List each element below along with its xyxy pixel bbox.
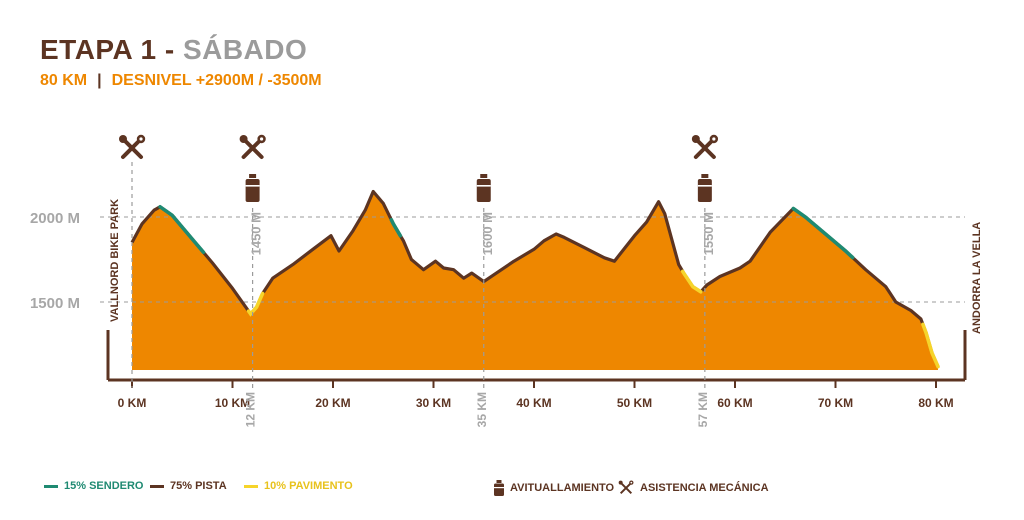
- x-tick-label: 30 KM: [416, 396, 451, 410]
- marker-km-label: 57 KM: [696, 392, 710, 427]
- title-stage: ETAPA 1 -: [40, 34, 183, 65]
- tools-icon-wrench: [121, 137, 143, 159]
- tools-icon: [239, 134, 266, 159]
- pavimento-segment: [921, 322, 940, 369]
- tools-icon-head: [239, 135, 248, 143]
- marker-km-label: 12 KM: [244, 392, 258, 427]
- legend-pavimento: 10% PAVIMENTO: [244, 480, 353, 492]
- title-day: SÁBADO: [182, 34, 308, 65]
- bottle-cap: [480, 174, 488, 178]
- tools-icon-hole: [712, 137, 716, 141]
- bottle-icon: [476, 174, 491, 202]
- x-tick-label: 70 KM: [818, 396, 853, 410]
- bottle-icon: [245, 174, 260, 202]
- y-tick-label: 1500 M: [30, 295, 80, 312]
- tools-icon: [691, 134, 719, 159]
- bottle-body: [476, 179, 491, 202]
- sendero-segment: [791, 206, 855, 260]
- tools-icon: [119, 134, 146, 159]
- tools-icon-head: [691, 135, 700, 143]
- bottle-cap: [701, 174, 709, 178]
- page-title: ETAPA 1 - SÁBADO: [40, 34, 307, 66]
- tools-icon-hole: [260, 137, 264, 141]
- stage-subtitle: 80 KM | DESNIVEL +2900M / -3500M: [40, 72, 322, 90]
- legend-sendero-label: 15% SENDERO: [64, 480, 144, 492]
- sendero-swatch: [44, 484, 58, 488]
- pavimento-swatch: [244, 484, 258, 488]
- bottle-cap: [249, 174, 257, 178]
- pavimento-segment: [680, 269, 703, 294]
- marker-elevation-label: 1450 M: [249, 212, 264, 255]
- tools-icon-hole: [139, 137, 143, 141]
- bottle-band: [697, 185, 712, 187]
- legend-sendero: 15% SENDERO: [44, 480, 143, 492]
- subtitle-separator: |: [97, 72, 102, 89]
- end-location-label: ANDORRA LA VELLA: [971, 222, 983, 334]
- tools-icon-wrench: [693, 137, 716, 159]
- elevation-area: [132, 191, 938, 370]
- x-tick-label: 40 KM: [516, 396, 551, 410]
- x-tick-label: 60 KM: [717, 396, 752, 410]
- start-location-label: VALLNORD BIKE PARK: [109, 199, 121, 322]
- bottle-band: [245, 185, 260, 187]
- legend-asistencia: ASISTENCIA MECÁNICA: [618, 480, 769, 496]
- legend-asistencia-label: ASISTENCIA MECÁNICA: [640, 481, 769, 494]
- pavimento-segment: [246, 291, 265, 317]
- legend-avituallamiento-label: AVITUALLAMIENTO: [510, 481, 615, 494]
- x-tick-label: 20 KM: [315, 396, 350, 410]
- sendero-segment: [158, 205, 206, 254]
- x-tick-label: 80 KM: [918, 396, 953, 410]
- legend-pista-label: 75% PISTA: [170, 480, 227, 492]
- marker-elevation-label: 1550 M: [701, 212, 716, 255]
- x-tick-label: 0 KM: [118, 396, 147, 410]
- bottle-body: [245, 179, 260, 202]
- stage-elevation: DESNIVEL +2900M / -3500M: [111, 72, 322, 89]
- legend-avituallamiento: AVITUALLAMIENTO: [494, 480, 614, 496]
- bottle-icon: [494, 480, 504, 496]
- marker-km-label: 35 KM: [475, 392, 489, 427]
- bottle-body: [697, 179, 712, 202]
- legend-pavimento-label: 10% PAVIMENTO: [264, 480, 353, 492]
- x-tick-label: 10 KM: [215, 396, 250, 410]
- tools-icon: [618, 480, 634, 495]
- bottle-icon: [697, 174, 712, 202]
- x-tick-label: 50 KM: [617, 396, 652, 410]
- y-tick-label: 2000 M: [30, 210, 80, 227]
- marker-elevation-label: 1600 M: [480, 212, 495, 255]
- pista-swatch: [150, 484, 164, 488]
- legend-pista: 75% PISTA: [150, 480, 227, 492]
- sendero-segment: [389, 217, 403, 238]
- bottle-band: [476, 185, 491, 187]
- stage-distance: 80 KM: [40, 72, 88, 89]
- tools-icon-head: [119, 135, 127, 143]
- tools-icon-wrench: [241, 137, 264, 159]
